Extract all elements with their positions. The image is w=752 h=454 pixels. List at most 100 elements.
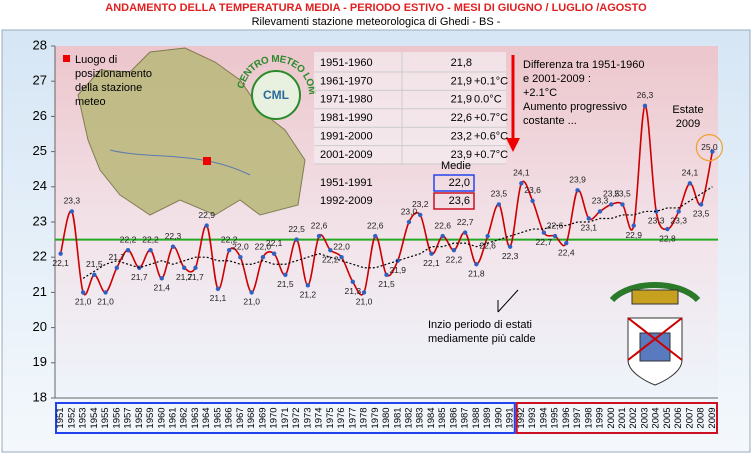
x-tick-label: 1984: [426, 407, 437, 428]
data-point: [418, 212, 423, 218]
x-tick-label: 2004: [651, 407, 662, 428]
table-cell: 23,2: [451, 131, 472, 143]
x-tick-label: 2009: [707, 407, 718, 428]
data-point: [653, 209, 659, 214]
data-point: [193, 265, 198, 270]
data-point: [698, 202, 704, 207]
data-label: 22,0: [333, 241, 350, 251]
x-tick-label: 1985: [437, 407, 448, 428]
map-label: della stazione: [75, 82, 142, 94]
data-label: 25,0: [701, 142, 718, 152]
data-point: [114, 265, 120, 270]
x-tick-label: 1961: [168, 407, 179, 428]
table-cell: +0.6°C: [474, 131, 508, 143]
arrow-head: [506, 138, 520, 152]
data-label: 21,9: [389, 265, 406, 275]
data-label: 21,5: [277, 279, 294, 289]
data-label: 23,3: [64, 196, 81, 206]
data-point: [92, 272, 97, 277]
data-point: [575, 188, 580, 193]
x-tick-label: 2002: [628, 407, 639, 428]
data-point: [226, 247, 232, 253]
data-point: [238, 255, 243, 260]
data-label: 22,2: [221, 234, 238, 244]
x-tick-label: 1966: [224, 407, 235, 428]
data-point: [474, 262, 479, 267]
data-point: [58, 251, 63, 256]
x-tick-label: 2008: [696, 407, 707, 428]
table-cell: 23,9: [451, 149, 472, 161]
data-point: [609, 202, 614, 207]
data-point: [710, 149, 715, 154]
data-point: [204, 223, 209, 228]
data-point: [507, 244, 513, 249]
note: Inzio periodo di estati: [428, 319, 532, 331]
logo-initials: CML: [263, 88, 289, 102]
data-point: [496, 202, 502, 207]
data-label: 21,2: [300, 290, 317, 300]
x-tick-label: 1976: [336, 407, 347, 428]
y-tick-label: 28: [33, 37, 47, 52]
x-tick-label: 1964: [201, 407, 212, 428]
data-point: [361, 290, 367, 295]
table-cell: 1981-1990: [320, 112, 373, 124]
note: e 2001-2009 :: [523, 73, 591, 85]
data-point: [384, 272, 389, 277]
shield-cross: [627, 317, 683, 361]
data-point: [631, 223, 636, 228]
data-label: 21,5: [378, 279, 395, 289]
data-label: 22,6: [311, 220, 328, 230]
data-point: [530, 198, 535, 204]
data-point: [620, 202, 625, 207]
data-label: 23,5: [614, 189, 631, 199]
table-cell: 22,0: [449, 177, 470, 189]
x-tick-label: 2006: [673, 407, 684, 428]
x-tick-label: 1973: [302, 407, 313, 428]
pointer: [497, 289, 519, 313]
table-cell: 21,9: [451, 94, 472, 106]
data-label: 22,1: [266, 238, 283, 248]
data-label: 22,7: [457, 217, 474, 227]
data-label: 22,8: [659, 233, 676, 243]
data-label: 23,5: [693, 209, 710, 219]
coat-of-arms: [609, 282, 701, 386]
data-point: [586, 216, 591, 221]
y-tick-label: 25: [33, 143, 47, 158]
data-point: [451, 247, 457, 253]
data-label: 22,9: [625, 230, 642, 240]
y-tick-label: 24: [33, 178, 47, 193]
note: 2009: [676, 118, 700, 130]
wreath: [609, 282, 701, 303]
table-cell: 2001-2009: [320, 149, 373, 161]
data-label: 23,0: [401, 206, 418, 216]
y-tick-label: 26: [33, 108, 47, 123]
period-box: [515, 402, 718, 434]
data-point: [687, 181, 693, 186]
data-label: 23,5: [491, 189, 508, 199]
x-tick-label: 1960: [156, 407, 167, 428]
y-tick-label: 21: [33, 284, 47, 299]
x-tick-label: 1968: [246, 407, 257, 428]
data-point: [339, 255, 344, 260]
value-box: [433, 192, 475, 210]
data-point: [148, 247, 153, 253]
table-cell: 21,9: [451, 75, 472, 87]
table-cell: 21,8: [451, 57, 472, 69]
data-label: 21,0: [75, 297, 92, 307]
legend-marker: [63, 55, 70, 62]
x-tick-label: 1994: [538, 407, 549, 428]
x-tick-label: 1993: [527, 407, 538, 428]
x-tick-label: 2005: [662, 407, 673, 428]
data-label: 21,0: [243, 297, 260, 307]
x-tick-label: 1956: [111, 407, 122, 428]
x-tick-label: 1987: [460, 407, 471, 428]
data-label: 22,2: [120, 234, 137, 244]
table-cell: +0.7°C: [474, 112, 508, 124]
data-label: 21,7: [131, 272, 148, 282]
y-tick-label: 23: [33, 213, 47, 228]
data-label: 22,4: [558, 247, 575, 257]
data-point: [350, 279, 355, 285]
data-label: 23,3: [592, 196, 609, 206]
x-tick-label: 1978: [359, 407, 370, 428]
